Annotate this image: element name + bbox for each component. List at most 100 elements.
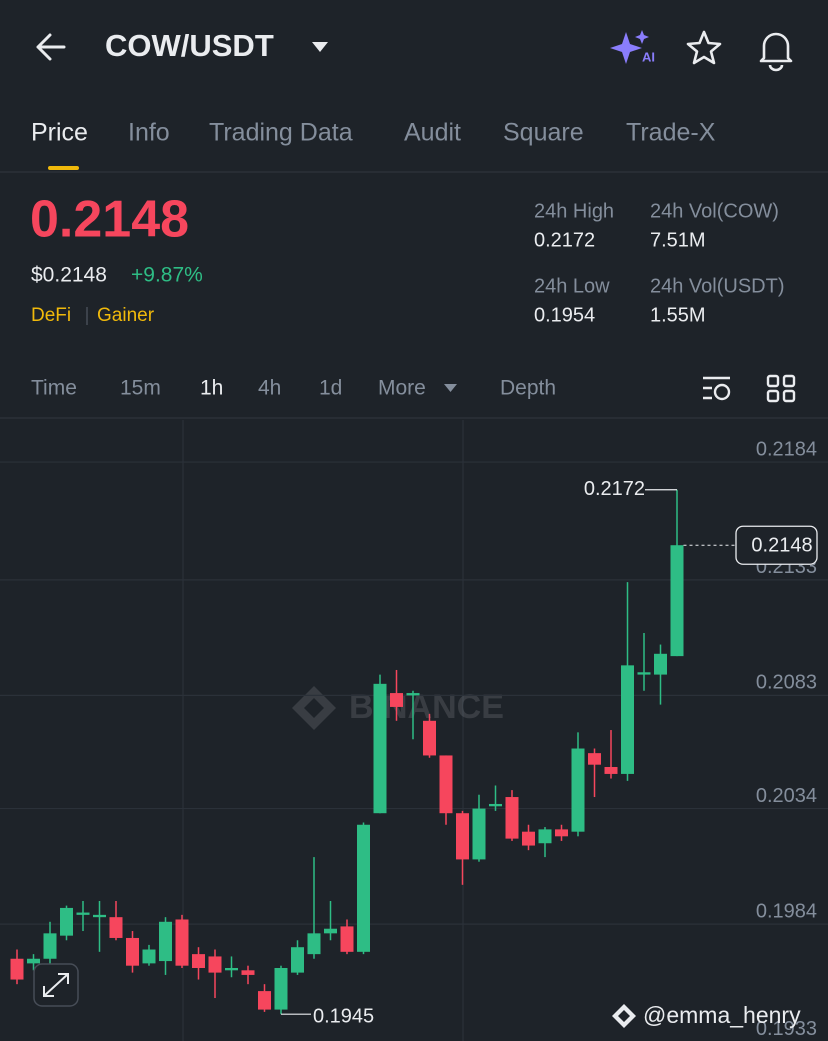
icon-line <box>703 376 730 400</box>
candle-body <box>43 933 57 959</box>
y-tick-label: 0.2184 <box>756 438 817 460</box>
candle-body <box>522 831 535 846</box>
candle-body <box>406 693 420 696</box>
candle-body <box>192 954 205 968</box>
tab[interactable]: Audit <box>404 119 461 147</box>
indicator-settings[interactable] <box>703 376 731 401</box>
candle-body <box>142 949 156 964</box>
candle-body <box>571 748 585 832</box>
expand-icon <box>43 973 69 997</box>
stat-value: 0.1954 <box>534 304 595 326</box>
candle-body <box>670 545 684 657</box>
candlestick-chart: BINANCE 0.21840.21330.20830.20340.19840.… <box>0 420 828 1041</box>
alert-button[interactable] <box>759 32 793 72</box>
candle-body <box>340 926 354 952</box>
candle-body <box>505 797 519 839</box>
stat-label: 24h Vol(COW) <box>650 200 779 222</box>
tab[interactable]: Square <box>503 119 584 147</box>
stat-label: 24h High <box>534 200 614 222</box>
tag[interactable]: Gainer <box>97 305 155 326</box>
watermark-text: BINANCE <box>349 688 504 726</box>
candle-body <box>489 803 502 807</box>
candle-body <box>588 753 601 765</box>
candle-body <box>555 829 568 837</box>
ai-badge: AI <box>642 49 655 64</box>
candle-body <box>27 958 40 964</box>
stat-value: 0.2172 <box>534 229 595 251</box>
tab-active[interactable]: Price <box>31 119 88 147</box>
candle-body <box>10 958 24 980</box>
stat-label: 24h Vol(USDT) <box>650 275 785 297</box>
candle-body <box>621 665 634 774</box>
last-price-label: 0.2148 <box>751 534 812 556</box>
ai-button[interactable]: AI <box>610 30 655 64</box>
candle-body <box>208 956 222 973</box>
candle-body <box>258 991 271 1010</box>
y-tick-label: 0.2083 <box>756 672 817 694</box>
candle-body <box>225 967 238 971</box>
icon-cell <box>782 374 796 388</box>
tab[interactable]: Trade-X <box>626 119 716 147</box>
candle-body <box>175 919 189 966</box>
tab-indicator <box>48 166 79 170</box>
usd-price: $0.2148 <box>31 264 107 287</box>
price-change: +9.87% <box>131 264 203 287</box>
candle-body <box>423 720 436 756</box>
last-price: 0.2148 <box>30 191 189 249</box>
candle-body <box>472 808 486 860</box>
interval[interactable]: 15m <box>120 377 161 400</box>
y-tick-label: 0.1984 <box>756 900 817 922</box>
footer-logo <box>612 1004 636 1028</box>
tab[interactable]: Info <box>128 119 170 147</box>
candle-body <box>109 917 123 938</box>
candle-body <box>76 912 90 915</box>
favorite-button[interactable] <box>686 30 722 65</box>
interval[interactable]: Time <box>31 377 77 400</box>
candle-body <box>390 693 403 707</box>
pair-title[interactable]: COW/USDT <box>105 28 274 63</box>
candle-body <box>126 937 139 966</box>
candle-body <box>637 672 651 675</box>
candle-body <box>291 947 304 973</box>
stat-value: 7.51M <box>650 229 706 251</box>
candle-body <box>60 907 73 936</box>
interval[interactable]: 1d <box>319 377 342 400</box>
back-button[interactable] <box>36 33 66 61</box>
tag[interactable]: DeFi <box>31 305 71 326</box>
interval[interactable]: Depth <box>500 377 556 400</box>
layout-button[interactable] <box>766 374 796 403</box>
pair-dropdown[interactable] <box>312 42 328 52</box>
stat-value: 1.55M <box>650 304 706 326</box>
candle-body <box>439 755 453 814</box>
fullscreen-button[interactable] <box>33 963 79 1007</box>
icon-cell <box>782 389 796 403</box>
stat-label: 24h Low <box>534 275 610 297</box>
icon-cell <box>766 389 780 403</box>
last-price-box <box>735 525 818 565</box>
username: @emma_henry <box>643 1002 801 1028</box>
candle-body <box>241 970 255 975</box>
tab[interactable]: Trading Data <box>209 119 353 147</box>
candle-body <box>538 829 552 844</box>
interval[interactable]: 4h <box>258 377 281 400</box>
candle-body <box>604 767 618 774</box>
interval-active[interactable]: 1h <box>200 377 223 400</box>
candle-body <box>93 914 106 918</box>
candle-body <box>274 967 288 1010</box>
candle-body <box>159 921 172 962</box>
ai-sparkle <box>610 32 642 64</box>
candle-body <box>654 653 667 675</box>
icon-circle <box>713 383 731 401</box>
icon-cell <box>766 374 780 388</box>
interval-more[interactable]: More <box>378 377 426 400</box>
candle-body <box>456 813 469 860</box>
candle-body <box>324 928 337 934</box>
more-caret <box>444 384 457 392</box>
candle-body <box>373 683 387 814</box>
candle-body <box>357 824 370 952</box>
y-tick-label: 0.2034 <box>756 785 817 807</box>
candle-body <box>307 933 321 955</box>
